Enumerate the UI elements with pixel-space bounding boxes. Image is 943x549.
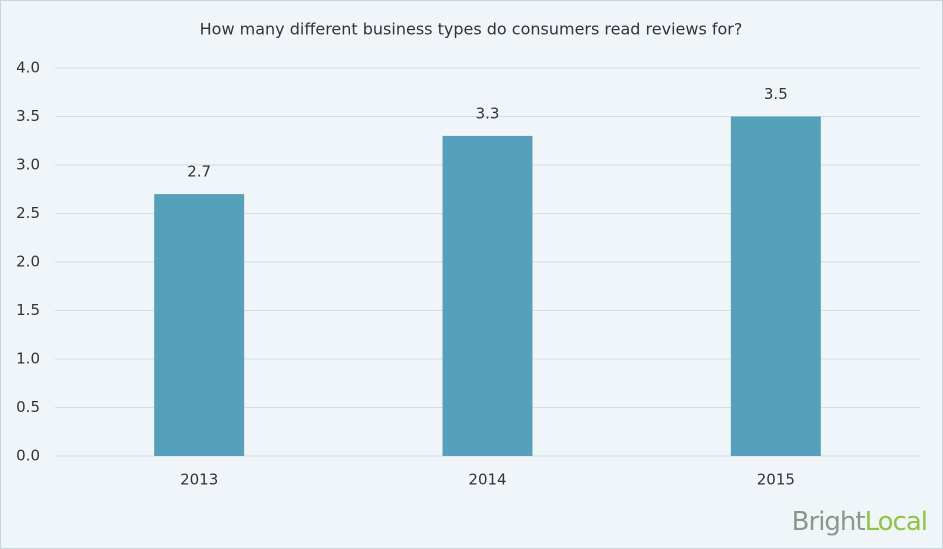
bar: [154, 194, 245, 456]
y-tick-label: 3.0: [16, 156, 40, 174]
x-tick-label: 2014: [468, 471, 506, 489]
y-tick-label: 1.5: [16, 301, 40, 319]
bar: [442, 135, 533, 456]
value-label: 2.7: [187, 163, 211, 181]
bar: [730, 116, 821, 456]
watermark: BrightLocal: [792, 507, 927, 537]
y-tick-label: 4.0: [16, 59, 40, 77]
watermark-part: Bright: [792, 507, 866, 537]
y-tick-label: 0.0: [16, 447, 40, 465]
y-tick-label: 2.0: [16, 253, 40, 271]
value-label: 3.5: [764, 85, 788, 103]
x-tick-label: 2013: [180, 471, 218, 489]
y-tick-label: 1.0: [16, 350, 40, 368]
watermark-part: Local: [865, 507, 927, 537]
chart-title: How many different business types do con…: [200, 20, 743, 39]
y-tick-label: 0.5: [16, 398, 40, 416]
x-tick-label: 2015: [757, 471, 795, 489]
value-label: 3.3: [476, 104, 500, 122]
y-tick-label: 2.5: [16, 204, 40, 222]
y-tick-label: 3.5: [16, 107, 40, 125]
